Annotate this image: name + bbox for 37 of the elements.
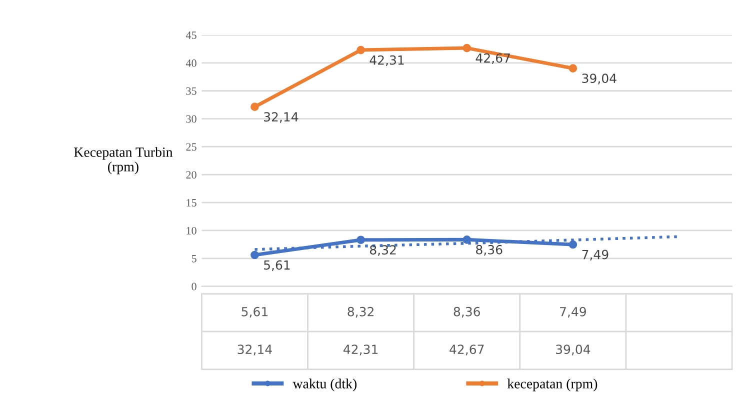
point: [250, 250, 259, 260]
text: 39,04: [582, 74, 616, 84]
text: 8,32: [370, 245, 396, 256]
data-label: 42,67: [450, 344, 484, 356]
y-tick-label: 0: [192, 282, 196, 290]
text: 5,61: [264, 260, 290, 272]
data-label: 8,32: [348, 306, 374, 318]
data-label: 39,04: [556, 344, 590, 356]
y-tick-label: 25: [186, 143, 196, 151]
y-tick-label: 10: [186, 226, 196, 234]
y-tick-label: 15: [186, 199, 196, 207]
data-label: 7,49: [560, 306, 586, 318]
data-label: 42,31: [344, 344, 378, 356]
y-tick-label: 20: [186, 171, 196, 179]
text: 42,67: [476, 53, 510, 64]
point: [356, 236, 365, 244]
text: 32,14: [264, 112, 298, 123]
y-tick-label: 30: [186, 115, 196, 123]
point: [568, 64, 578, 72]
point: [250, 102, 259, 112]
text: 42,31: [370, 55, 404, 66]
y-tick-label: 5: [192, 254, 196, 262]
point: [462, 235, 472, 244]
legend-label: waktu (dtk): [292, 378, 357, 392]
data-label: 8,36: [454, 306, 480, 318]
point: [568, 240, 578, 249]
text: 7,49: [582, 250, 608, 261]
text: 8,36: [476, 244, 502, 256]
data-label: 5,61: [242, 306, 268, 318]
y-tick-label: 40: [186, 59, 196, 67]
y-axis-title: Kecepatan Turbin (rpm): [74, 147, 173, 174]
point: [462, 44, 472, 52]
y-tick-label: 45: [186, 32, 196, 39]
legend-label: kecepatan (rpm): [507, 378, 598, 392]
point: [356, 46, 365, 54]
y-tick-label: 35: [186, 87, 196, 95]
data-label: 32,14: [238, 344, 272, 356]
